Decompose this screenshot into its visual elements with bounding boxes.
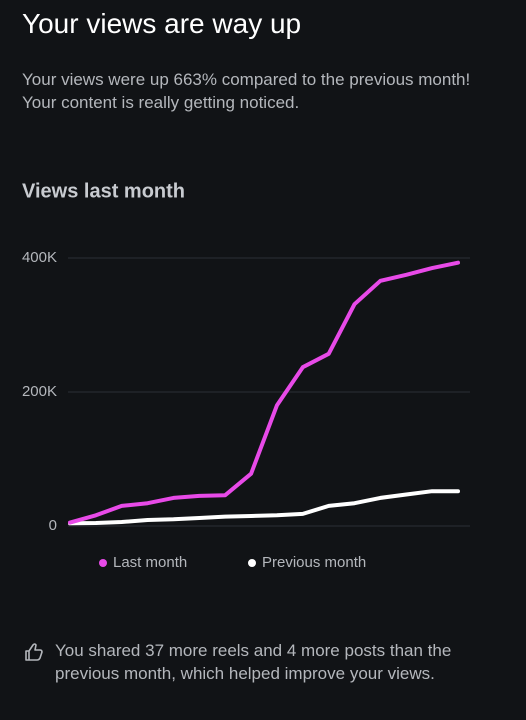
thumbs-up-icon xyxy=(25,643,43,661)
line-series xyxy=(68,260,460,525)
page-title: Your views are way up xyxy=(22,8,302,39)
y-tick-label: 0 xyxy=(49,517,57,534)
y-tick-label: 400K xyxy=(22,249,57,266)
line-series xyxy=(68,489,460,526)
chart-title: Views last month xyxy=(22,180,185,202)
legend-dot xyxy=(248,559,256,567)
legend-dot xyxy=(99,559,107,567)
footer-text: You shared 37 more reels and 4 more post… xyxy=(55,641,452,683)
y-tick-label: 200K xyxy=(22,383,57,400)
description: Your views were up 663% compared to the … xyxy=(22,70,471,112)
legend-label: Previous month xyxy=(262,554,366,571)
legend-label: Last month xyxy=(113,554,187,571)
